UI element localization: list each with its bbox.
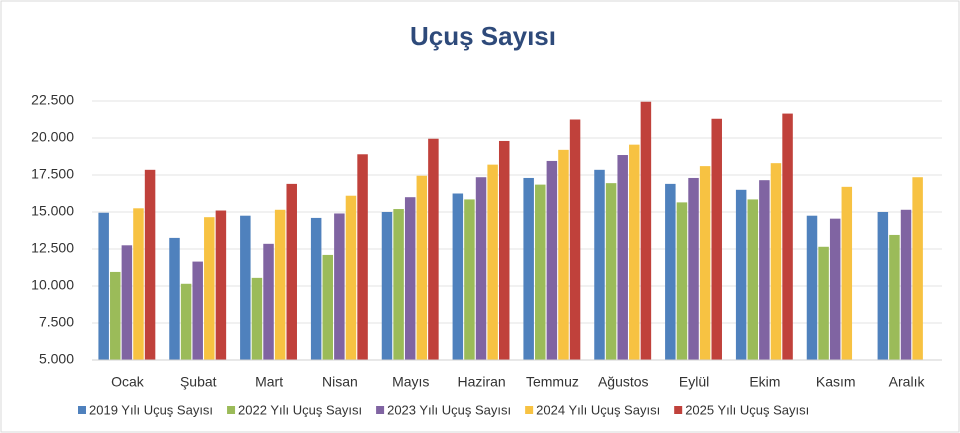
bar <box>676 202 688 360</box>
bar <box>605 183 617 360</box>
bar <box>404 197 416 360</box>
bar <box>475 177 487 360</box>
x-tick-label: Temmuz <box>526 374 579 390</box>
bar <box>498 140 510 360</box>
x-tick-label: Nisan <box>322 374 358 390</box>
bar <box>215 210 227 360</box>
bar <box>699 166 711 360</box>
bar <box>770 163 782 360</box>
legend-label: 2019 Yılı Uçuş Sayısı <box>89 402 213 417</box>
bar <box>286 183 297 360</box>
bar <box>900 209 912 360</box>
bar <box>829 218 841 360</box>
bar <box>665 183 676 360</box>
bar <box>912 177 923 360</box>
x-tick-label: Haziran <box>457 374 505 390</box>
bar <box>274 209 286 360</box>
legend: 2019 Yılı Uçuş Sayısı 2022 Yılı Uçuş Sayı… <box>78 402 809 417</box>
bar <box>735 189 747 360</box>
y-tick-label: 7.500 <box>39 314 74 330</box>
y-tick-label: 17.500 <box>31 166 74 182</box>
legend-swatch <box>227 406 236 414</box>
bar <box>640 101 652 361</box>
legend-swatch <box>376 406 385 414</box>
bar <box>144 169 156 360</box>
y-tick-label: 22.500 <box>31 92 74 108</box>
legend-label: 2023 Yılı Uçuş Sayısı <box>387 402 511 417</box>
bar <box>569 119 581 360</box>
bar <box>345 195 357 360</box>
bar <box>192 261 203 360</box>
bar <box>416 175 428 360</box>
bar <box>240 215 251 360</box>
bar <box>204 217 215 360</box>
bar <box>251 277 263 360</box>
bar <box>617 155 628 360</box>
bar <box>180 283 192 360</box>
bar <box>759 180 770 360</box>
legend-swatch <box>525 406 534 414</box>
y-tick-label: 5.000 <box>39 351 74 367</box>
x-tick-label: Kasım <box>816 374 856 390</box>
legend-label: 2024 Yılı Uçuş Sayısı <box>536 402 660 417</box>
bar <box>310 217 322 360</box>
bar <box>169 237 180 360</box>
x-tick-label: Aralık <box>889 374 926 390</box>
x-tick-label: Eylül <box>679 374 709 390</box>
bar <box>393 209 404 360</box>
bar <box>877 212 889 360</box>
legend-label: 2025 Yılı Uçuş Sayısı <box>685 402 809 417</box>
bar <box>428 138 439 360</box>
legend-swatch <box>78 406 86 414</box>
bar <box>334 213 345 360</box>
legend-swatch <box>674 406 683 414</box>
bar <box>263 243 274 360</box>
y-tick-label: 10.000 <box>31 277 74 293</box>
bar <box>110 271 121 360</box>
bar <box>535 184 546 360</box>
x-tick-label: Ekim <box>749 374 780 390</box>
bar <box>818 246 829 360</box>
bar <box>322 254 334 360</box>
bar <box>546 160 558 360</box>
y-tick-label: 12.500 <box>31 240 74 256</box>
bar <box>841 186 853 360</box>
bar <box>711 118 722 360</box>
bar <box>133 208 144 360</box>
bar <box>357 154 368 360</box>
bar <box>98 212 109 360</box>
bar <box>381 212 393 360</box>
x-tick-label: Mayıs <box>392 374 429 390</box>
bar <box>121 245 133 360</box>
bar <box>782 113 793 360</box>
bar <box>523 177 534 360</box>
legend-label: 2022 Yılı Uçuş Sayısı <box>238 402 362 417</box>
bar <box>464 199 475 360</box>
bar <box>629 144 640 360</box>
x-tick-label: Şubat <box>180 374 217 390</box>
x-tick-label: Mart <box>255 374 283 390</box>
bar <box>889 234 900 360</box>
y-tick-label: 15.000 <box>31 203 74 219</box>
bar <box>594 169 605 360</box>
bar <box>452 193 464 360</box>
bar <box>558 149 569 360</box>
bar <box>487 164 498 360</box>
chart-title: Uçuş Sayısı <box>410 21 556 51</box>
x-tick-label: Ağustos <box>598 374 649 390</box>
bar <box>806 215 818 360</box>
bar <box>688 177 699 360</box>
y-tick-label: 20.000 <box>31 129 74 145</box>
x-tick-label: Ocak <box>111 374 145 390</box>
bar <box>747 199 759 360</box>
